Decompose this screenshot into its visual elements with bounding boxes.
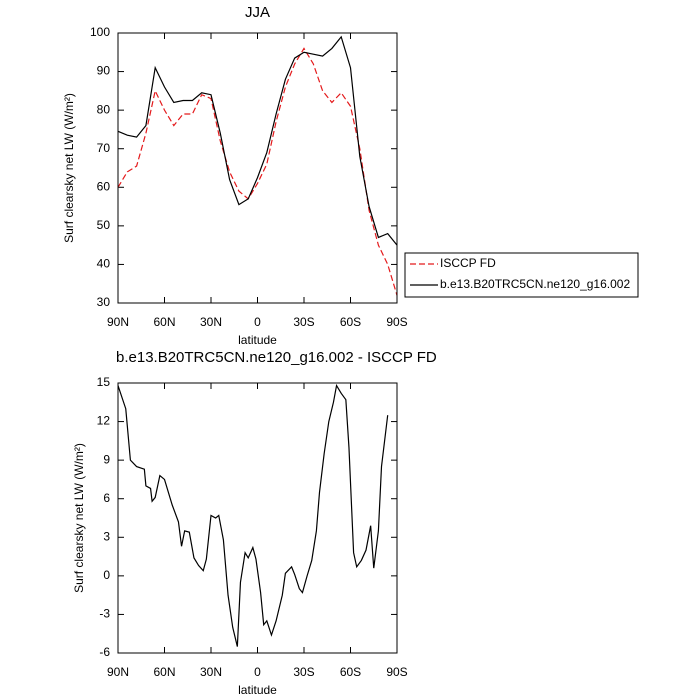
x-tick-label: 0 (254, 665, 261, 679)
x-tick-label: 90N (107, 665, 129, 679)
x-tick-label: 30N (200, 665, 222, 679)
y-tick-label: 6 (103, 491, 110, 505)
x-tick-label: 30N (200, 315, 222, 329)
y-tick-label: 60 (97, 179, 111, 193)
chart-title: JJA (245, 4, 270, 21)
y-tick-label: 80 (97, 102, 111, 116)
x-tick-label: 30S (293, 315, 314, 329)
x-axis-label: latitude (238, 333, 277, 347)
y-tick-label: 100 (90, 25, 110, 39)
y-tick-label: 3 (103, 529, 110, 543)
data-line (117, 47, 398, 296)
chart-title: b.e13.B20TRC5CN.ne120_g16.002 - ISCCP FD (116, 349, 437, 366)
x-tick-label: 60N (153, 665, 175, 679)
x-tick-label: 30S (293, 665, 314, 679)
x-tick-label: 90S (386, 665, 407, 679)
data-line (117, 35, 398, 246)
y-tick-label: 50 (97, 218, 111, 232)
x-tick-label: 60S (340, 665, 361, 679)
x-tick-label: 90N (107, 315, 129, 329)
x-axis-label: latitude (238, 683, 277, 697)
y-tick-label: 0 (103, 568, 110, 582)
legend-label: ISCCP FD (440, 256, 496, 270)
legend-box (404, 252, 639, 298)
x-tick-label: 60S (340, 315, 361, 329)
y-tick-label: 40 (97, 257, 111, 271)
x-tick-label: 0 (254, 315, 261, 329)
y-tick-label: -6 (99, 645, 110, 659)
x-tick-label: 60N (153, 315, 175, 329)
y-tick-label: 70 (97, 141, 111, 155)
y-tick-label: 12 (97, 414, 111, 428)
legend-label: b.e13.B20TRC5CN.ne120_g16.002 (440, 277, 630, 291)
plot-frame (117, 382, 398, 654)
y-tick-label: 90 (97, 64, 111, 78)
y-tick-label: 9 (103, 452, 110, 466)
y-tick-label: 15 (97, 375, 111, 389)
x-tick-label: 90S (386, 315, 407, 329)
y-axis-label: Surf clearsky net LW (W/m²) (72, 443, 86, 593)
y-tick-label: -3 (99, 607, 110, 621)
y-tick-label: 30 (97, 295, 111, 309)
data-line (117, 383, 389, 647)
y-axis-label: Surf clearsky net LW (W/m²) (62, 93, 76, 243)
plot-frame (117, 32, 398, 304)
